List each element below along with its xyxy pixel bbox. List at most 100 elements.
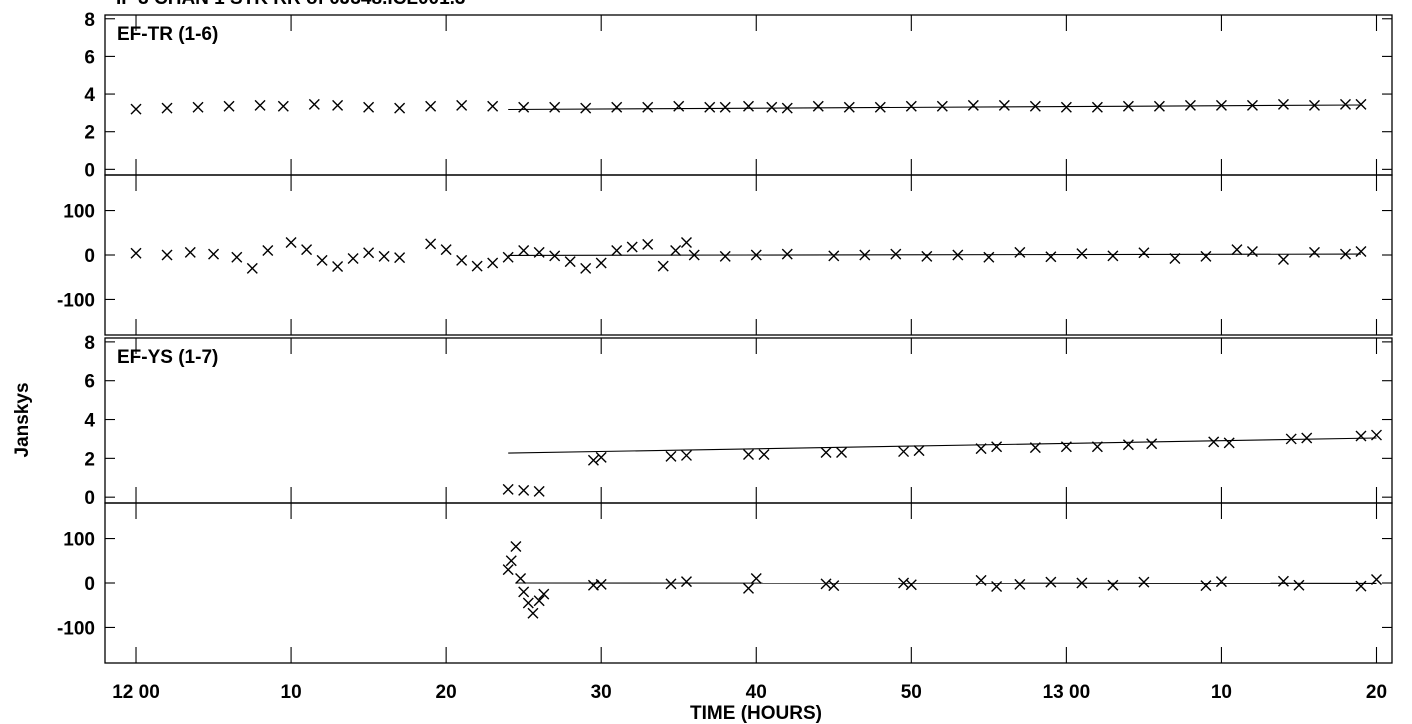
data-point (1355, 98, 1367, 110)
data-point (518, 101, 530, 113)
data-point (231, 251, 243, 263)
data-point (1014, 578, 1026, 590)
data-point (1215, 576, 1227, 588)
data-point (890, 248, 902, 260)
data-point (425, 100, 437, 112)
data-point (1045, 576, 1057, 588)
data-point (161, 249, 173, 261)
data-point (456, 254, 468, 266)
data-point (1246, 99, 1258, 111)
data-point (595, 257, 607, 269)
data-point (502, 483, 514, 495)
y-tick-label: 100 (63, 530, 95, 551)
data-point (820, 578, 832, 590)
data-point (843, 101, 855, 113)
data-point (527, 607, 539, 619)
y-tick-label: -100 (57, 618, 95, 639)
model-line (508, 437, 1377, 454)
data-point (991, 581, 1003, 593)
data-point (975, 443, 987, 455)
data-point (750, 249, 762, 261)
data-point (316, 254, 328, 266)
data-point (440, 244, 452, 256)
panel-frame (104, 14, 1393, 176)
y-tick-label: 2 (84, 449, 95, 470)
data-point (1355, 430, 1367, 442)
data-point (1370, 573, 1382, 585)
x-tick-label: 12 00 (112, 682, 160, 703)
data-point (766, 101, 778, 113)
y-tick-label: 8 (84, 10, 95, 31)
data-point (347, 253, 359, 265)
data-point (184, 246, 196, 258)
data-point (595, 451, 607, 463)
data-point (680, 576, 692, 588)
x-tick-label: 30 (591, 682, 612, 703)
panel-amplitude-2: 0 2 4 6 8 EF-YS (1-7) (84, 333, 1393, 509)
data-point (1138, 247, 1150, 259)
y-axis-title: Janskys (12, 382, 33, 457)
model-line (508, 253, 1362, 256)
data-point (394, 102, 406, 114)
data-point (515, 573, 527, 585)
data-point (1200, 250, 1212, 262)
data-point (642, 101, 654, 113)
data-point (611, 245, 623, 257)
data-point (487, 100, 499, 112)
data-point (1076, 577, 1088, 589)
y-tick-label: -100 (57, 290, 95, 311)
data-point (743, 448, 754, 460)
data-point (828, 580, 840, 592)
data-point (1060, 441, 1072, 453)
y-tick-label: 0 (84, 160, 95, 181)
x-tick-label: 20 (436, 682, 457, 703)
chart-title: IF 3 CHAN 1 STK RR of 0J348.ICL001.3 (116, 0, 466, 9)
data-point (1301, 432, 1313, 444)
data-point (277, 100, 289, 112)
data-point (223, 100, 235, 112)
data-point (518, 586, 530, 598)
y-tick-label: 0 (84, 574, 95, 595)
data-point (332, 261, 344, 273)
data-point (626, 241, 638, 253)
data-point (192, 101, 204, 113)
data-point (394, 252, 406, 264)
panel-amplitude-1: 0 2 4 6 8 EF-TR (1-6) (84, 10, 1393, 181)
data-point (859, 249, 871, 261)
data-point (533, 246, 545, 258)
data-point (378, 250, 390, 262)
data-point (1045, 251, 1057, 263)
data-point (1060, 101, 1072, 113)
data-point (913, 445, 925, 457)
data-point (130, 247, 142, 259)
data-point (1091, 101, 1103, 113)
x-tick-label: 20 (1366, 682, 1387, 703)
data-point (130, 103, 142, 115)
data-point (812, 100, 824, 112)
data-point (1122, 439, 1134, 451)
baseline-label: EF-TR (1-6) (117, 24, 218, 45)
data-point (518, 484, 530, 496)
data-point (301, 244, 313, 256)
data-point (1355, 245, 1367, 257)
x-tick-label: 50 (901, 682, 922, 703)
data-point (611, 101, 623, 113)
data-point (743, 582, 754, 594)
data-point (704, 101, 716, 113)
data-point (533, 485, 545, 497)
data-point (952, 249, 964, 261)
y-tick-label: 100 (63, 202, 95, 223)
data-point (1029, 442, 1041, 454)
data-point (246, 262, 258, 274)
data-point (998, 99, 1010, 111)
data-point (1277, 253, 1289, 265)
data-point (1076, 248, 1088, 260)
y-tick-label: 4 (84, 411, 95, 432)
data-point (332, 99, 344, 111)
data-point (1146, 438, 1158, 450)
data-point (750, 573, 762, 585)
data-point (719, 250, 731, 262)
data-point (1122, 100, 1134, 112)
data-point (874, 101, 886, 113)
